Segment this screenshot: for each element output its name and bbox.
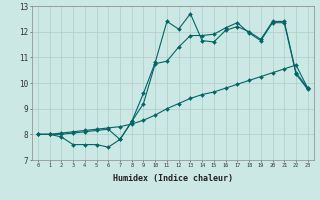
- X-axis label: Humidex (Indice chaleur): Humidex (Indice chaleur): [113, 174, 233, 183]
